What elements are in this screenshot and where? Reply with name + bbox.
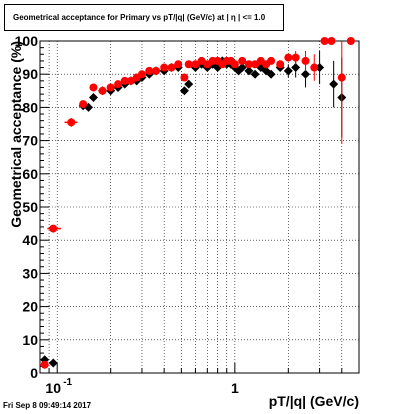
data-point-red <box>160 63 169 72</box>
data-point-red <box>244 60 253 69</box>
data-point-red <box>230 60 239 69</box>
y-tick-label: 30 <box>22 265 38 281</box>
data-point-red <box>184 60 193 69</box>
x-tick-label: 1 <box>231 380 239 396</box>
data-point-black <box>283 66 293 76</box>
data-point-black <box>329 79 339 89</box>
y-tick-label: 0 <box>30 365 38 381</box>
data-point-red <box>174 60 183 69</box>
data-point-red <box>89 83 98 92</box>
data-point-red <box>120 76 129 85</box>
data-point-red <box>238 56 247 65</box>
x-axis-title: pT/|q| (GeV/c) <box>269 393 359 409</box>
data-point-red <box>346 37 355 45</box>
data-point-black <box>266 69 276 79</box>
data-point-red <box>106 83 115 92</box>
y-tick-label: 40 <box>22 232 38 248</box>
y-tick-label: 100 <box>15 33 39 49</box>
y-axis-title: Geometrical acceptance (%) <box>8 41 24 228</box>
data-point-red <box>145 66 154 75</box>
data-point-red <box>327 37 336 45</box>
y-tick-label: 50 <box>22 199 38 215</box>
data-point-black <box>250 69 260 79</box>
y-tick-label: 70 <box>22 133 38 149</box>
data-point-black <box>301 69 311 79</box>
chart-title: Geometrical acceptance for Primary vs pT… <box>13 13 266 22</box>
data-point-red <box>79 100 88 109</box>
y-tick-label: 10 <box>22 332 38 348</box>
data-point-black <box>48 358 58 368</box>
data-point-red <box>301 56 310 65</box>
data-point-red <box>114 80 123 89</box>
y-tick-label: 60 <box>22 166 38 182</box>
y-tick-label: 20 <box>22 299 38 315</box>
y-tick-label: 90 <box>22 66 38 82</box>
data-point-black <box>213 63 223 73</box>
data-point-red <box>284 53 293 62</box>
data-point-red <box>337 73 346 82</box>
data-point-red <box>191 60 200 69</box>
data-point-red <box>167 63 176 72</box>
data-point-red <box>310 63 319 72</box>
data-point-red <box>98 86 107 95</box>
data-point-red <box>137 70 146 79</box>
chart-title-box: Geometrical acceptance for Primary vs pT… <box>4 4 284 31</box>
data-point-red <box>276 60 285 69</box>
data-point-red <box>180 73 189 82</box>
data-point-red <box>267 56 276 65</box>
data-point-black <box>244 66 254 76</box>
data-point-black <box>184 79 194 89</box>
data-point-red <box>320 37 329 45</box>
x-tick-exponent: -1 <box>63 377 72 388</box>
data-point-red <box>40 360 49 369</box>
data-point-red <box>291 53 300 62</box>
data-point-black <box>291 63 301 73</box>
data-point-black <box>88 92 98 102</box>
data-point-black <box>179 86 189 96</box>
data-point-red <box>152 66 161 75</box>
y-tick-label: 80 <box>22 99 38 115</box>
data-point-black <box>237 63 247 73</box>
timestamp-label: Fri Sep 8 09:49:14 2017 <box>3 401 92 410</box>
x-tick-label: 10 <box>45 380 61 396</box>
